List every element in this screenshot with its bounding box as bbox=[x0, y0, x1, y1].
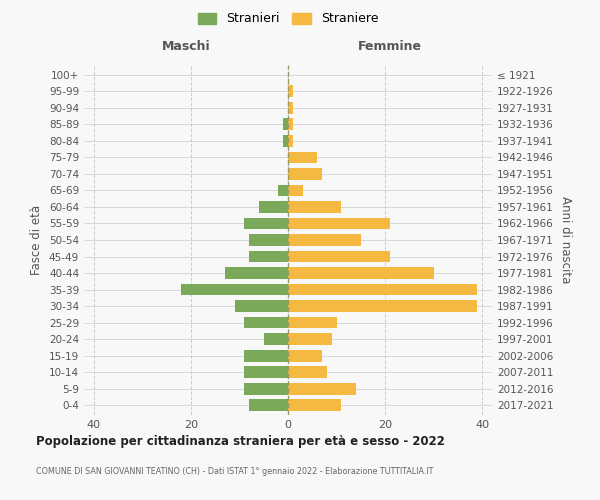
Bar bbox=[288, 366, 327, 378]
Bar bbox=[181, 284, 288, 296]
Bar bbox=[264, 333, 288, 345]
Bar bbox=[249, 250, 288, 262]
Text: Popolazione per cittadinanza straniera per età e sesso - 2022: Popolazione per cittadinanza straniera p… bbox=[36, 435, 445, 448]
Bar bbox=[288, 267, 434, 279]
Bar bbox=[244, 316, 288, 328]
Bar bbox=[244, 366, 288, 378]
Bar bbox=[288, 86, 293, 98]
Bar bbox=[288, 135, 293, 147]
Bar bbox=[225, 267, 288, 279]
Bar bbox=[288, 218, 390, 230]
Bar bbox=[288, 201, 341, 213]
Bar bbox=[288, 316, 337, 328]
Legend: Stranieri, Straniere: Stranieri, Straniere bbox=[194, 8, 382, 29]
Bar bbox=[259, 201, 288, 213]
Bar bbox=[288, 118, 293, 130]
Bar bbox=[288, 399, 341, 411]
Bar bbox=[288, 184, 302, 196]
Bar bbox=[288, 284, 478, 296]
Bar bbox=[288, 382, 356, 394]
Bar bbox=[249, 399, 288, 411]
Bar bbox=[288, 333, 332, 345]
Bar bbox=[244, 218, 288, 230]
Bar bbox=[288, 250, 390, 262]
Bar bbox=[288, 350, 322, 362]
Bar bbox=[244, 350, 288, 362]
Bar bbox=[235, 300, 288, 312]
Text: Maschi: Maschi bbox=[161, 40, 211, 54]
Bar bbox=[288, 152, 317, 164]
Bar bbox=[244, 382, 288, 394]
Bar bbox=[288, 168, 322, 180]
Bar bbox=[283, 135, 288, 147]
Bar bbox=[288, 234, 361, 246]
Bar bbox=[249, 234, 288, 246]
Bar bbox=[288, 102, 293, 114]
Bar bbox=[278, 184, 288, 196]
Y-axis label: Fasce di età: Fasce di età bbox=[31, 205, 43, 275]
Y-axis label: Anni di nascita: Anni di nascita bbox=[559, 196, 572, 284]
Bar bbox=[283, 118, 288, 130]
Bar bbox=[288, 300, 478, 312]
Text: Femmine: Femmine bbox=[358, 40, 422, 54]
Text: COMUNE DI SAN GIOVANNI TEATINO (CH) - Dati ISTAT 1° gennaio 2022 - Elaborazione : COMUNE DI SAN GIOVANNI TEATINO (CH) - Da… bbox=[36, 468, 433, 476]
